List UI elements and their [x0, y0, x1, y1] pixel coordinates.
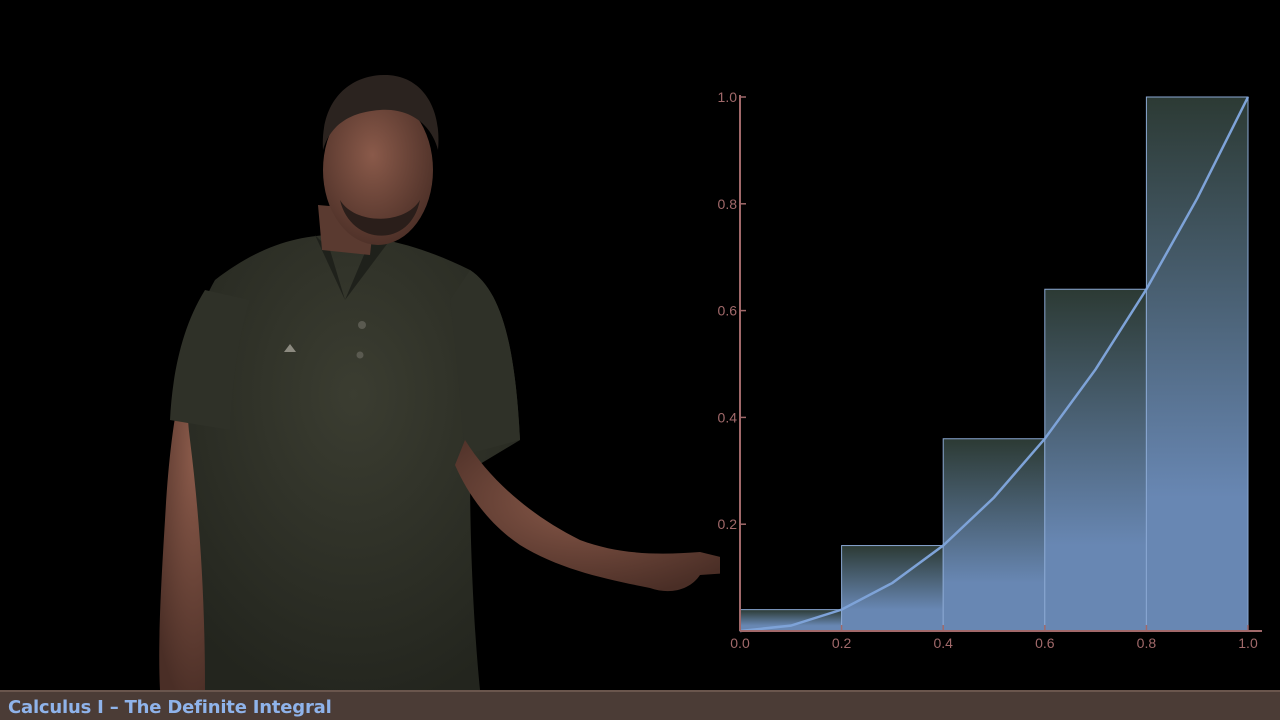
x-tick-label: 1.0: [1238, 635, 1258, 651]
y-tick-label: 0.6: [718, 303, 738, 319]
riemann-bar-1: [739, 609, 843, 632]
x-tick-label: 0.2: [832, 635, 852, 651]
axis-ticks: 0.0 0.2 0.4 0.6 0.8 1.0 0.2 0.4 0.6 0.8 1.0: [718, 89, 1258, 651]
presenter-head: [323, 95, 433, 245]
riemann-sum-plot: 0.0 0.2 0.4 0.6 0.8 1.0 0.2 0.4 0.6 0.8 1.0: [718, 89, 1262, 651]
x-tick-label: 0.0: [730, 635, 750, 651]
y-tick-label: 0.2: [718, 516, 738, 532]
riemann-bars: [739, 96, 1249, 632]
presenter-shirt: [187, 235, 520, 690]
y-tick-label: 1.0: [718, 89, 738, 105]
lower-third-title: Calculus I – The Definite Integral: [8, 697, 332, 718]
riemann-bar-4: [1044, 288, 1147, 632]
presenter-pointing-hand: [455, 440, 720, 592]
y-tick-label: 0.4: [718, 409, 738, 425]
x-tick-label: 0.8: [1137, 635, 1157, 651]
lower-third-bar: Calculus I – The Definite Integral: [0, 690, 1280, 720]
x-tick-label: 0.6: [1035, 635, 1055, 651]
riemann-bar-3: [942, 438, 1046, 632]
shirt-logo: [284, 344, 296, 352]
presenter-figure: [159, 75, 720, 690]
riemann-bar-2: [841, 545, 944, 632]
riemann-bar-5: [1145, 96, 1249, 632]
x-tick-label: 0.4: [933, 635, 953, 651]
function-curve: [739, 96, 1250, 633]
y-tick-label: 0.8: [718, 196, 738, 212]
